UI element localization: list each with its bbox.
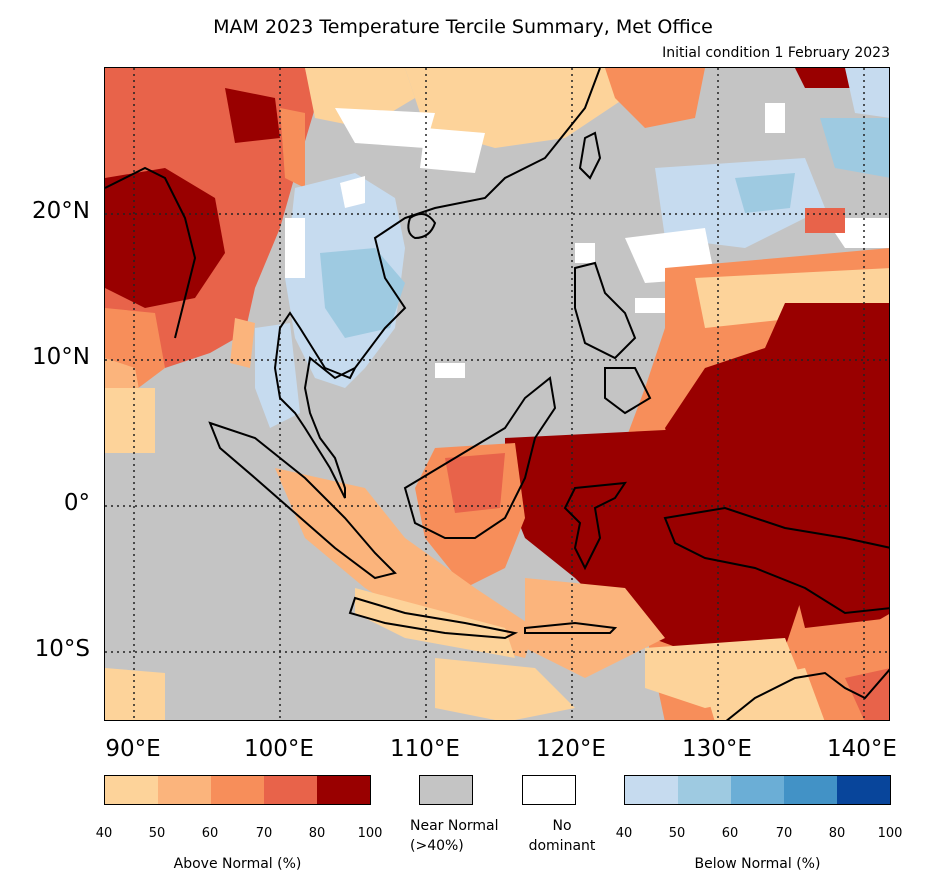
lon-label-120e: 120°E: [536, 736, 606, 762]
below-tick: 50: [668, 826, 686, 841]
lon-label-90e: 90°E: [105, 736, 161, 762]
map-title: MAM 2023 Temperature Tercile Summary, Me…: [213, 16, 713, 38]
map-canvas: [105, 68, 889, 720]
lon-label-100e: 100°E: [244, 736, 314, 762]
no-dominant-swatch: [522, 775, 576, 805]
near-normal-swatch: [419, 775, 473, 805]
lat-label-20n: 20°N: [32, 198, 90, 224]
near-normal-label-line1: Near Normal: [410, 818, 499, 834]
below-tick: 100: [877, 826, 903, 841]
below-tick: 70: [775, 826, 793, 841]
below-tick: 60: [721, 826, 739, 841]
below-normal-label: Below Normal (%): [694, 856, 821, 872]
above-50-60-swatch: [158, 776, 211, 804]
above-normal-region-east: [415, 248, 889, 720]
lon-label-140e: 140°E: [827, 736, 897, 762]
lon-label-130e: 130°E: [682, 736, 752, 762]
above-40-50-swatch: [105, 776, 158, 804]
above-tick: 70: [255, 826, 273, 841]
coastlines: [105, 68, 889, 720]
below-tick: 40: [615, 826, 633, 841]
above-normal-colorbar: [104, 775, 371, 805]
lon-label-110e: 110°E: [390, 736, 460, 762]
tercile-map: [104, 67, 890, 721]
map-subtitle: Initial condition 1 February 2023: [662, 45, 890, 61]
above-tick: 60: [201, 826, 219, 841]
lat-label-0: 0°: [63, 490, 90, 516]
above-tick: 50: [148, 826, 166, 841]
no-dominant-label-line2: dominant: [528, 838, 596, 854]
above-70-80-swatch: [264, 776, 317, 804]
lat-label-10s: 10°S: [34, 636, 90, 662]
above-80-100-swatch: [317, 776, 370, 804]
below-80-100-swatch: [837, 776, 890, 804]
above-tick: 80: [308, 826, 326, 841]
below-normal-colorbar: [624, 775, 891, 805]
above-normal-label: Above Normal (%): [173, 856, 302, 872]
below-40-50-swatch: [625, 776, 678, 804]
gridlines: [105, 68, 889, 720]
no-dominant-label: No dominant: [512, 816, 612, 856]
above-60-70-swatch: [211, 776, 264, 804]
above-normal-region-south: [105, 388, 575, 720]
below-normal-region-indochina: [255, 173, 405, 428]
near-normal-label-line2: (>40%): [410, 838, 464, 854]
near-normal-label: Near Normal (>40%): [410, 816, 530, 856]
below-70-80-swatch: [784, 776, 837, 804]
no-dominant-patches: [435, 103, 785, 378]
below-tick: 80: [828, 826, 846, 841]
no-dominant-label-line1: No: [552, 818, 572, 834]
above-tick: 40: [95, 826, 113, 841]
north-band: [335, 68, 889, 178]
below-50-60-swatch: [678, 776, 731, 804]
lat-label-10n: 10°N: [32, 344, 90, 370]
above-tick: 100: [357, 826, 383, 841]
below-normal-region-northeast: [625, 158, 889, 283]
below-60-70-swatch: [731, 776, 784, 804]
